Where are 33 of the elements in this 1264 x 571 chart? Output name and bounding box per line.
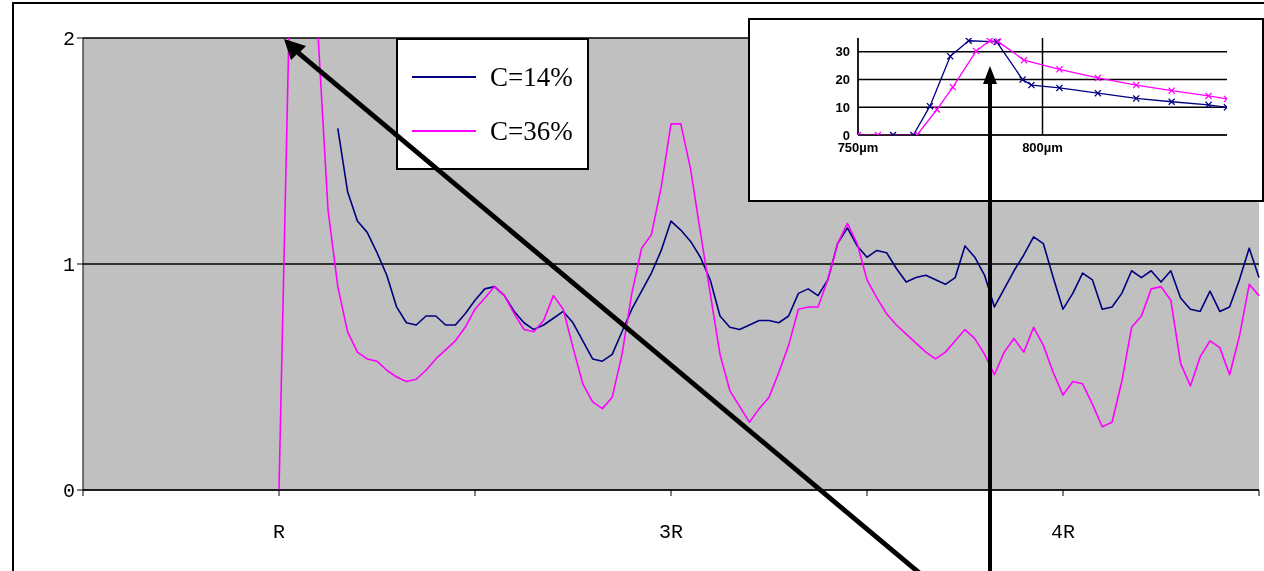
x-tick-label: R xyxy=(272,521,286,544)
point xyxy=(1168,87,1176,95)
y-tick-label: 10 xyxy=(835,99,850,115)
y-tick-label: 0 xyxy=(842,127,850,143)
point xyxy=(933,106,941,113)
point xyxy=(986,38,994,45)
y-tick-label: 2 xyxy=(62,28,75,52)
point xyxy=(1168,98,1176,106)
point xyxy=(1094,89,1102,97)
y-tick-label: 30 xyxy=(835,44,850,60)
point xyxy=(1020,56,1028,64)
point xyxy=(1132,81,1140,89)
x-tick-label: 4R xyxy=(1050,521,1076,544)
x-tick-label: 3R xyxy=(658,521,684,544)
legend-label: C=14% xyxy=(490,61,573,93)
point xyxy=(1019,76,1027,84)
y-tick-label: 1 xyxy=(62,254,75,278)
point xyxy=(1132,94,1140,102)
point xyxy=(1094,74,1102,82)
y-tick-label: 20 xyxy=(835,72,850,88)
point xyxy=(965,38,973,45)
point xyxy=(1205,101,1213,109)
point xyxy=(1055,65,1063,73)
point xyxy=(949,83,957,91)
x-tick-label: 800µm xyxy=(1022,140,1063,156)
point xyxy=(1205,92,1213,100)
point xyxy=(1055,84,1063,92)
point xyxy=(926,102,934,110)
point xyxy=(1027,81,1035,89)
x-tick-label: 750µm xyxy=(837,140,879,156)
legend-label: C=36% xyxy=(490,115,573,147)
y-tick-label: 0 xyxy=(62,480,75,504)
point xyxy=(946,52,954,60)
